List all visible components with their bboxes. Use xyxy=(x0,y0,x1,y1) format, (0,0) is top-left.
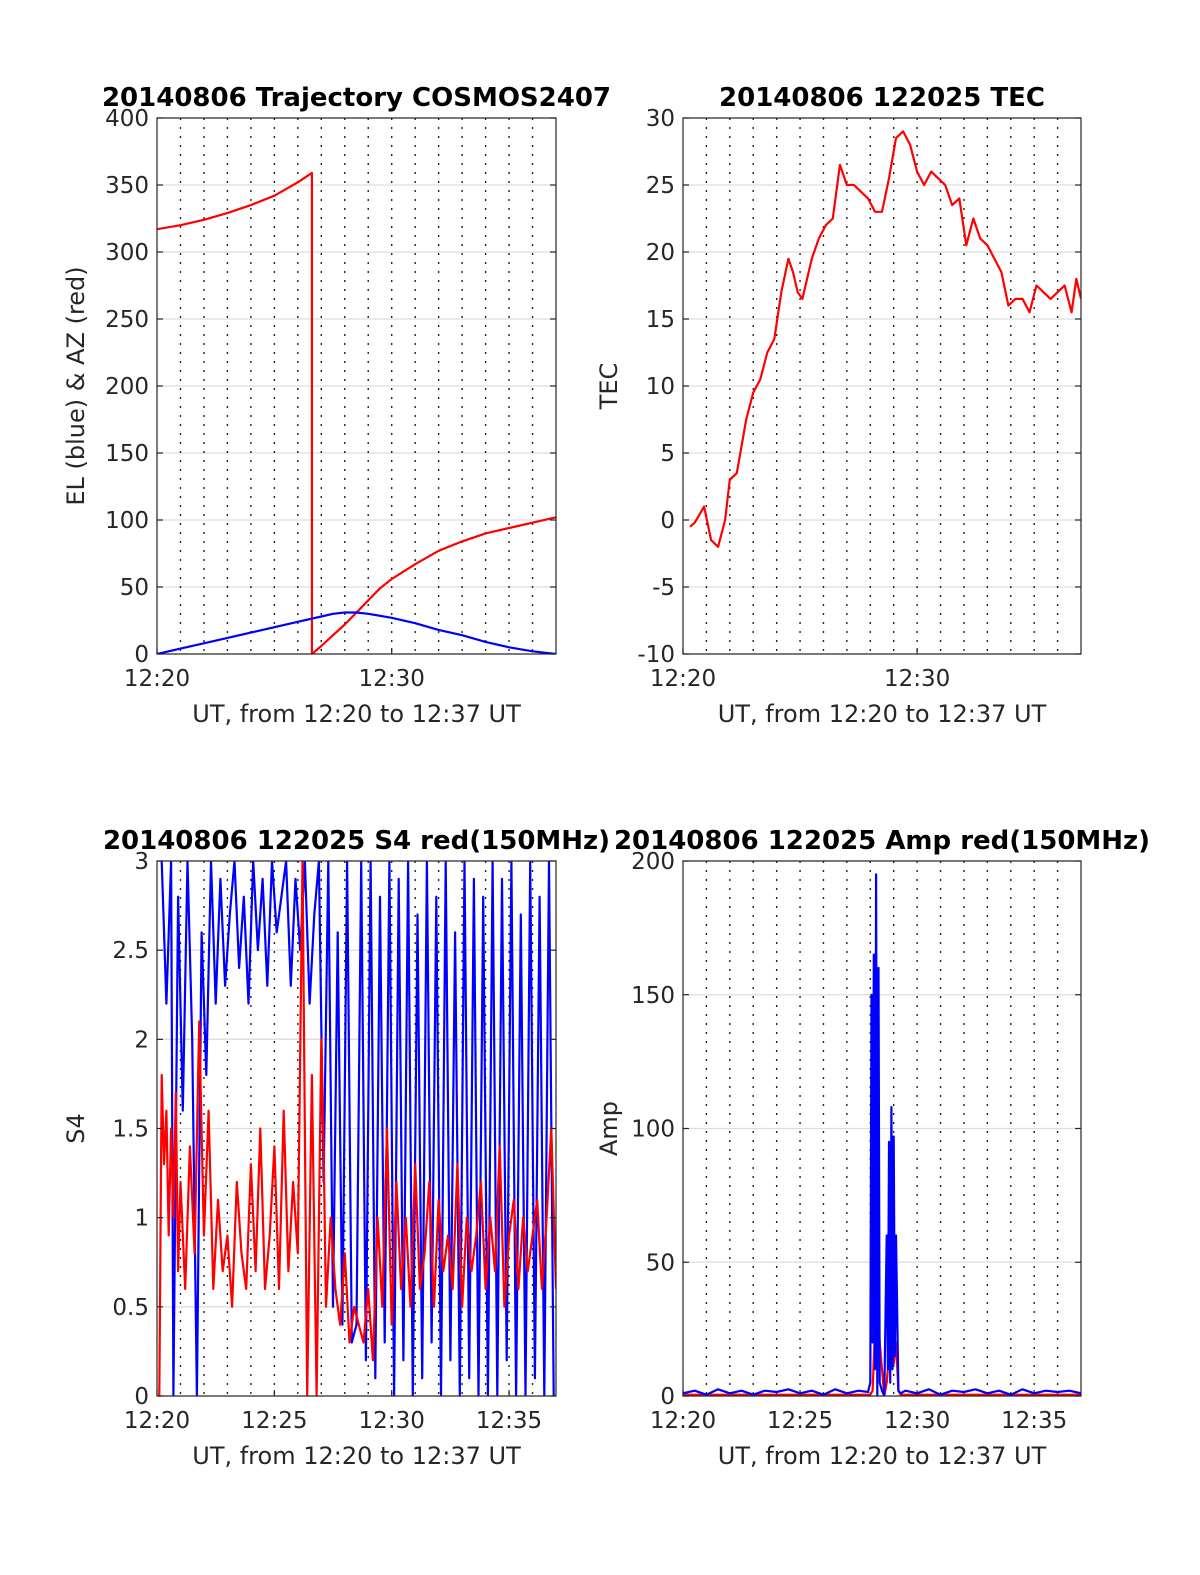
y-tick-label: 400 xyxy=(105,106,149,132)
y-tick-label: 0 xyxy=(660,508,675,534)
y-tick-label: 300 xyxy=(105,240,149,266)
x-axis-label: UT, from 12:20 to 12:37 UT xyxy=(718,1442,1047,1470)
y-tick-label: 10 xyxy=(646,374,675,400)
y-tick-label: -10 xyxy=(637,642,675,668)
y-tick-label: 3 xyxy=(134,849,149,875)
x-tick-label: 12:30 xyxy=(359,1408,425,1434)
series-line-2 xyxy=(157,611,556,654)
x-axis-label: UT, from 12:20 to 12:37 UT xyxy=(192,1442,521,1470)
x-tick-label: 12:20 xyxy=(124,666,190,692)
x-axis-label: UT, from 12:20 to 12:37 UT xyxy=(192,700,521,728)
chart-title: 20140806 122025 S4 red(150MHz) xyxy=(103,826,610,856)
chart-panel-1: 0 50 100 150 200 250 300 350 400 12:20 12:30 201408… xyxy=(62,83,611,728)
x-tick-label: 12:25 xyxy=(241,1408,307,1434)
x-tick-label: 12:25 xyxy=(767,1408,833,1434)
chart-panel-4: 0 50 100 150 200 12:20 12:25 12:30 12:35 20140806… xyxy=(595,826,1150,1470)
y-tick-label: 0 xyxy=(134,1384,149,1410)
chart-title: 20140806 122025 TEC xyxy=(719,83,1045,113)
y-tick-label: 150 xyxy=(105,441,149,467)
series-line-1 xyxy=(160,861,555,1396)
y-axis-label: EL (blue) & AZ (red) xyxy=(62,266,90,505)
y-tick-label: 0.5 xyxy=(112,1295,149,1321)
y-tick-label: 100 xyxy=(105,508,149,534)
y-tick-label: 200 xyxy=(631,849,675,875)
y-tick-label: 1.5 xyxy=(112,1117,149,1143)
y-tick-label: 15 xyxy=(646,307,675,333)
y-tick-label: 350 xyxy=(105,173,149,199)
x-tick-label: 12:35 xyxy=(1001,1408,1067,1434)
y-tick-label: 150 xyxy=(631,983,675,1009)
x-tick-label: 12:20 xyxy=(124,1408,190,1434)
series-line-2 xyxy=(683,873,1081,1396)
y-tick-label: 25 xyxy=(646,173,675,199)
y-tick-label: 100 xyxy=(631,1117,675,1143)
y-axis-label: TEC xyxy=(595,363,623,411)
y-tick-label: 2.5 xyxy=(112,938,149,964)
y-tick-label: 30 xyxy=(646,106,675,132)
x-tick-label: 12:30 xyxy=(884,1408,950,1434)
y-tick-label: 250 xyxy=(105,307,149,333)
x-tick-label: 12:20 xyxy=(650,1408,716,1434)
y-tick-label: -5 xyxy=(652,575,675,601)
y-tick-label: 1 xyxy=(134,1206,149,1232)
chart-panel-3: 0 0.5 1 1.5 2 2.5 3 12:20 12:25 12:30 12:35 2014080… xyxy=(62,826,610,1470)
series-line-1 xyxy=(689,130,1081,548)
y-axis-label: S4 xyxy=(62,1113,90,1144)
series-line-2 xyxy=(158,861,556,1396)
series-line-1 xyxy=(157,171,556,654)
y-tick-label: 200 xyxy=(105,374,149,400)
y-tick-label: 50 xyxy=(646,1250,675,1276)
y-tick-label: 2 xyxy=(134,1027,149,1053)
chart-title: 20140806 Trajectory COSMOS2407 xyxy=(102,83,611,113)
y-tick-label: 0 xyxy=(660,1384,675,1410)
y-tick-label: 0 xyxy=(134,642,149,668)
x-tick-label: 12:30 xyxy=(884,666,950,692)
x-tick-label: 12:20 xyxy=(650,666,716,692)
chart-panel-2: -10 -5 0 5 10 15 20 25 30 12:20 12:30 20140806 1220… xyxy=(595,83,1082,728)
y-axis-label: Amp xyxy=(595,1101,623,1156)
y-tick-label: 20 xyxy=(646,240,675,266)
y-tick-label: 5 xyxy=(660,441,675,467)
y-tick-label: 50 xyxy=(120,575,149,601)
x-tick-label: 12:30 xyxy=(359,666,425,692)
x-axis-label: UT, from 12:20 to 12:37 UT xyxy=(718,700,1047,728)
x-tick-label: 12:35 xyxy=(476,1408,542,1434)
chart-title: 20140806 122025 Amp red(150MHz) xyxy=(614,826,1150,856)
